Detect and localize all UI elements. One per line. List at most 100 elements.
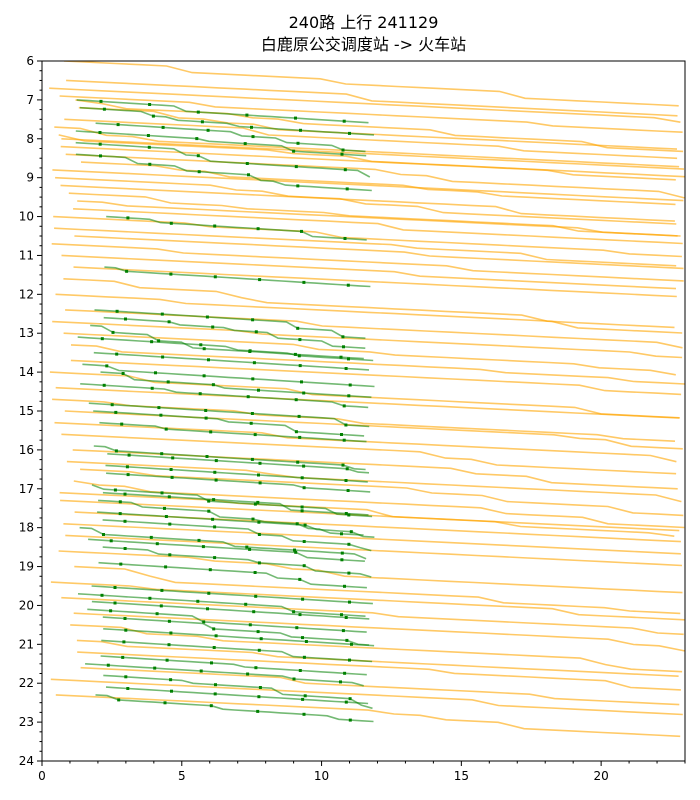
stop-marker — [254, 330, 258, 334]
stop-marker — [340, 558, 344, 562]
stop-marker — [153, 666, 157, 670]
stop-marker — [169, 631, 173, 635]
stop-marker — [211, 517, 215, 521]
stop-marker — [300, 380, 303, 384]
stop-marker — [295, 522, 299, 526]
stop-marker — [126, 473, 130, 477]
stop-marker — [125, 465, 129, 469]
stop-marker — [296, 141, 300, 145]
orange-trip-line — [76, 639, 679, 677]
green-trip-line — [97, 511, 375, 538]
orange-trip-line — [68, 192, 681, 237]
orange-trip-line — [64, 410, 683, 450]
orange-trip-line — [74, 565, 681, 615]
stop-marker — [154, 371, 157, 375]
stop-marker — [256, 500, 260, 504]
stop-marker — [347, 394, 351, 398]
stop-marker — [118, 512, 122, 516]
stop-marker — [125, 269, 129, 273]
stop-marker — [300, 476, 304, 480]
green-trip-line — [95, 122, 366, 153]
stop-marker — [202, 374, 206, 378]
stop-marker — [127, 453, 131, 457]
orange-trip-line — [74, 235, 684, 270]
stop-marker — [199, 669, 203, 673]
stop-marker — [114, 410, 118, 414]
stop-marker — [126, 216, 130, 220]
stop-marker — [244, 602, 248, 606]
green-trip-line — [103, 316, 366, 349]
y-tick-label: 20 — [19, 598, 34, 612]
stop-marker — [293, 548, 296, 552]
green-trip-line — [80, 383, 369, 409]
stop-marker — [117, 698, 121, 702]
stop-marker — [349, 530, 353, 534]
y-tick-label: 13 — [19, 326, 34, 340]
stop-marker — [292, 610, 296, 614]
stop-marker — [347, 513, 351, 517]
green-trip-line — [77, 336, 374, 362]
stop-marker — [300, 505, 304, 509]
stop-marker — [205, 455, 209, 458]
stop-marker — [250, 457, 254, 461]
orange-trip-line — [55, 176, 677, 225]
y-tick-label: 22 — [19, 676, 34, 690]
stop-marker — [195, 137, 199, 141]
orange-trip-line — [52, 169, 684, 202]
stop-marker — [204, 409, 208, 412]
orange-trip-line — [73, 480, 685, 529]
stop-marker — [254, 594, 258, 598]
stop-marker — [163, 701, 167, 705]
stop-marker — [298, 577, 302, 581]
y-tick-label: 21 — [19, 637, 34, 651]
stop-marker — [257, 473, 260, 477]
stop-marker — [301, 636, 304, 640]
stop-marker — [342, 404, 346, 408]
orange-trip-line — [55, 386, 680, 419]
stop-marker — [248, 547, 252, 551]
green-trip-line — [103, 674, 373, 710]
stop-marker — [257, 561, 261, 565]
green-trip-line — [95, 694, 374, 723]
stop-marker — [347, 542, 351, 546]
stop-marker — [169, 678, 173, 682]
stop-marker — [196, 599, 200, 603]
stop-marker — [169, 468, 173, 471]
stop-marker — [199, 343, 203, 347]
stop-marker — [124, 675, 128, 679]
stop-marker — [245, 162, 249, 165]
stop-marker — [253, 571, 257, 574]
stop-marker — [346, 489, 350, 492]
stop-marker — [157, 339, 161, 343]
green-trip-line — [98, 561, 367, 589]
x-tick-label: 15 — [454, 769, 469, 783]
stop-marker — [251, 135, 255, 139]
stop-marker — [123, 519, 127, 523]
stop-marker — [164, 515, 168, 518]
stop-marker — [148, 103, 152, 106]
stop-marker — [294, 116, 297, 120]
orange-trip-line — [50, 678, 683, 716]
orange-trip-line — [49, 371, 680, 419]
stop-marker — [98, 142, 102, 146]
stop-marker — [170, 475, 174, 479]
stop-marker — [120, 422, 124, 426]
stop-marker — [160, 312, 164, 316]
stop-marker — [213, 224, 217, 228]
orange-trip-line — [54, 126, 680, 168]
green-trip-line — [102, 546, 372, 578]
green-trip-line — [87, 608, 367, 633]
stop-marker — [159, 413, 163, 417]
stop-marker — [157, 406, 161, 410]
stop-marker — [342, 438, 346, 442]
stop-marker — [343, 584, 346, 588]
stop-marker — [109, 539, 113, 543]
stop-marker — [259, 637, 263, 641]
orange-trip-line — [65, 153, 685, 199]
stop-marker — [167, 619, 171, 623]
stop-marker — [116, 123, 120, 127]
stop-marker — [213, 692, 217, 696]
orange-trip-line — [58, 550, 683, 594]
stop-marker — [102, 107, 106, 111]
stop-marker — [298, 338, 302, 342]
